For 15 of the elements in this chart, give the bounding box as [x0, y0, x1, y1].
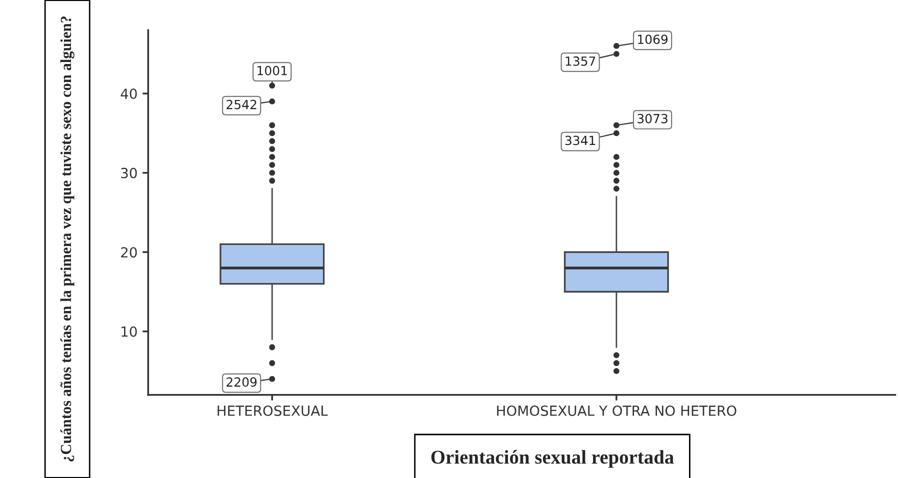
y-tick-label: 20: [121, 247, 137, 258]
y-tick-label: 40: [120, 88, 137, 100]
annotation: 1357: [566, 56, 596, 66]
annotation: 1001: [258, 66, 287, 76]
annotation: 3341: [565, 136, 596, 146]
annotation: 2209: [226, 377, 257, 387]
y-tick-label: 30: [121, 168, 137, 178]
x-tick-label: HOMOSEXUAL Y OTRA NO HETERO: [497, 405, 736, 416]
x-tick-label: HETEROSEXUAL: [218, 405, 328, 416]
annotation: 1069: [638, 34, 668, 44]
annotation: 3073: [638, 114, 668, 124]
y-tick-label: 10: [122, 326, 137, 337]
y-axis-title: ¿Cuántos años tenías en la primera vez que tuviste sexo con alguien?: [60, 16, 74, 462]
x-axis-title: Orientación sexual reportada: [431, 450, 674, 468]
annotation: 2542: [226, 100, 256, 110]
